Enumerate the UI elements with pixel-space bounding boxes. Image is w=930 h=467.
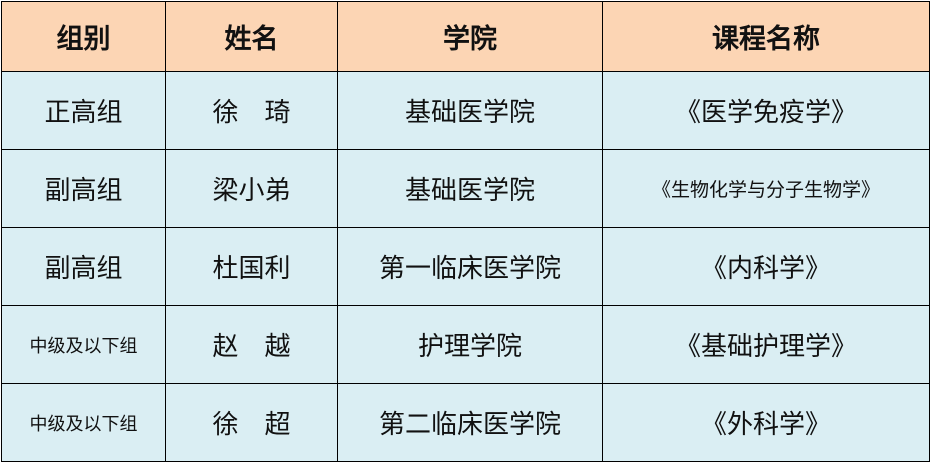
header-college: 学院 — [337, 1, 603, 72]
college-cell: 护理学院 — [337, 305, 603, 384]
header-name: 姓名 — [165, 1, 338, 72]
table-row: 中级及以下组 徐 超 第二临床医学院 《外科学》 — [1, 383, 930, 462]
name-cell: 徐 超 — [165, 383, 338, 462]
table-row: 正高组 徐 琦 基础医学院 《医学免疫学》 — [1, 71, 930, 150]
course-cell: 《外科学》 — [602, 383, 930, 462]
course-cell: 《医学免疫学》 — [602, 71, 930, 150]
group-cell: 副高组 — [1, 227, 166, 306]
table-row: 中级及以下组 赵 越 护理学院 《基础护理学》 — [1, 305, 930, 384]
table-row: 副高组 梁小弟 基础医学院 《生物化学与分子生物学》 — [1, 149, 930, 228]
group-cell: 正高组 — [1, 71, 166, 150]
course-cell: 《基础护理学》 — [602, 305, 930, 384]
course-cell: 《生物化学与分子生物学》 — [602, 149, 930, 228]
course-cell: 《内科学》 — [602, 227, 930, 306]
header-row: 组别 姓名 学院 课程名称 — [1, 1, 930, 72]
table-row: 副高组 杜国利 第一临床医学院 《内科学》 — [1, 227, 930, 306]
group-cell: 中级及以下组 — [1, 305, 166, 384]
college-cell: 第一临床医学院 — [337, 227, 603, 306]
name-cell: 杜国利 — [165, 227, 338, 306]
name-cell: 梁小弟 — [165, 149, 338, 228]
group-cell: 中级及以下组 — [1, 383, 166, 462]
college-cell: 第二临床医学院 — [337, 383, 603, 462]
header-course: 课程名称 — [602, 1, 930, 72]
college-cell: 基础医学院 — [337, 149, 603, 228]
group-cell: 副高组 — [1, 149, 166, 228]
name-cell: 赵 越 — [165, 305, 338, 384]
name-cell: 徐 琦 — [165, 71, 338, 150]
header-group: 组别 — [1, 1, 166, 72]
college-cell: 基础医学院 — [337, 71, 603, 150]
